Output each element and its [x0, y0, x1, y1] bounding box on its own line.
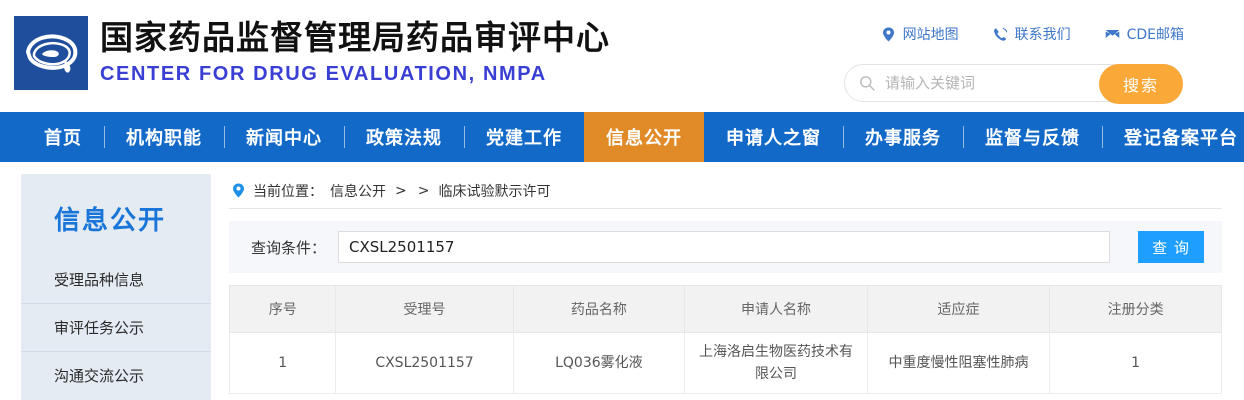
location-pin-icon: [232, 183, 246, 199]
breadcrumb: 当前位置： 信息公开 > > 临床试验默示许可: [229, 174, 1222, 209]
envelope-icon: [1105, 27, 1120, 42]
site-title-en: CENTER FOR DRUG EVALUATION, NMPA: [100, 63, 547, 85]
search-button[interactable]: 搜索: [1099, 64, 1183, 104]
utility-link-contact-label: 联系我们: [1014, 27, 1071, 43]
nav-item-feedback[interactable]: 监督与反馈: [963, 112, 1102, 162]
nav-item-party[interactable]: 党建工作: [464, 112, 584, 162]
site-header: 国家药品监督管理局药品审评中心 CENTER FOR DRUG EVALUATI…: [0, 0, 1244, 112]
search-icon: [859, 75, 875, 91]
phone-icon: [993, 27, 1008, 42]
brand[interactable]: 国家药品监督管理局药品审评中心 CENTER FOR DRUG EVALUATI…: [14, 16, 610, 90]
column-header-reg-class: 注册分类: [1049, 285, 1222, 333]
cell-indication: 中重度慢性阻塞性肺病: [866, 332, 1051, 394]
sidebar: 信息公开 受理品种信息 审评任务公示 沟通交流公示: [21, 174, 211, 400]
cell-applicant: 上海洛启生物医药技术有限公司: [684, 332, 868, 394]
header-search: 搜索: [844, 64, 1183, 104]
location-pin-icon: [881, 27, 896, 42]
utility-link-mail[interactable]: CDE邮箱: [1105, 24, 1184, 44]
page-body: 信息公开 受理品种信息 审评任务公示 沟通交流公示 当前位置： 信息公开 > >…: [0, 162, 1244, 400]
results-table: 序号 受理号 药品名称 申请人名称 适应症 注册分类 1 CXSL2501157…: [228, 285, 1222, 394]
utility-links: 网站地图 联系我们: [832, 0, 1222, 44]
column-header-code: 受理号: [335, 285, 514, 333]
query-label: 查询条件：: [251, 238, 327, 257]
search-input[interactable]: [883, 73, 1067, 93]
nav-item-applicant[interactable]: 申请人之窗: [726, 128, 821, 149]
cde-swoosh-logo-icon: [14, 16, 88, 90]
query-input[interactable]: [338, 231, 1110, 263]
utility-link-sitemap[interactable]: 网站地图: [881, 24, 959, 44]
nav-item-registration-platform[interactable]: 登记备案平台: [1102, 112, 1244, 162]
column-header-drug-name: 药品名称: [512, 285, 686, 333]
breadcrumb-prefix: 当前位置：: [253, 184, 323, 200]
column-header-applicant: 申请人名称: [684, 285, 868, 333]
nav-item-functions[interactable]: 机构职能: [104, 112, 224, 162]
breadcrumb-current: 临床试验默示许可: [438, 184, 551, 200]
nav-item-services[interactable]: 办事服务: [843, 112, 963, 162]
nav-item-disclosure[interactable]: 信息公开: [584, 112, 704, 162]
nav-item-home[interactable]: 首页: [44, 128, 82, 149]
utility-link-contact[interactable]: 联系我们: [993, 24, 1071, 44]
sidebar-item-review-tasks[interactable]: 审评任务公示: [21, 303, 211, 351]
main-content: 当前位置： 信息公开 > > 临床试验默示许可 查询条件： 查 询 序号 受理号…: [228, 174, 1222, 400]
column-header-index: 序号: [228, 285, 337, 333]
utility-link-mail-label: CDE邮箱: [1126, 27, 1184, 43]
cell-index: 1: [228, 332, 337, 394]
nav-item-policy[interactable]: 政策法规: [344, 112, 464, 162]
query-panel: 查询条件： 查 询: [229, 221, 1222, 273]
brand-text: 国家药品监督管理局药品审评中心 CENTER FOR DRUG EVALUATI…: [100, 16, 610, 88]
cell-reg-class: 1: [1049, 332, 1222, 394]
column-header-indication: 适应症: [866, 285, 1051, 333]
nav-item-news[interactable]: 新闻中心: [224, 112, 344, 162]
breadcrumb-parent[interactable]: 信息公开: [330, 184, 386, 200]
table-row[interactable]: 1 CXSL2501157 LQ036雾化液 上海洛启生物医药技术有限公司 中重…: [228, 332, 1222, 394]
search-box: 搜索: [844, 64, 1183, 104]
sidebar-title: 信息公开: [54, 206, 167, 236]
sidebar-item-communication[interactable]: 沟通交流公示: [21, 351, 211, 399]
breadcrumb-separator-2: >: [417, 183, 430, 199]
main-nav: 首页 机构职能 新闻中心 政策法规 党建工作 信息公开 申请人之窗 办事服务 监…: [0, 112, 1244, 162]
site-title-cn: 国家药品监督管理局药品审评中心: [100, 18, 610, 57]
query-submit-button[interactable]: 查 询: [1138, 231, 1204, 263]
breadcrumb-separator-1: >: [395, 183, 407, 199]
results-table-body: 1 CXSL2501157 LQ036雾化液 上海洛启生物医药技术有限公司 中重…: [228, 332, 1222, 394]
utility-link-sitemap-label: 网站地图: [902, 27, 959, 43]
header-right: 网站地图 联系我们: [832, 0, 1222, 104]
results-table-head: 序号 受理号 药品名称 申请人名称 适应症 注册分类: [228, 285, 1222, 333]
sidebar-item-accepted-varieties[interactable]: 受理品种信息: [54, 270, 145, 289]
cell-code: CXSL2501157: [335, 332, 514, 394]
sidebar-list: 受理品种信息 审评任务公示 沟通交流公示: [21, 255, 211, 399]
table-header-row: 序号 受理号 药品名称 申请人名称 适应症 注册分类: [228, 285, 1222, 333]
cell-drug-name: LQ036雾化液: [512, 332, 686, 394]
